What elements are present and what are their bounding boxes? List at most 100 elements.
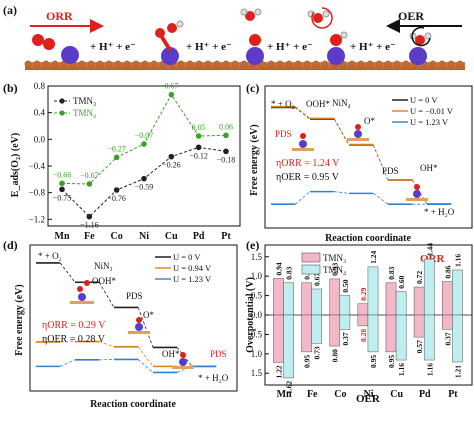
xtick-label: Co bbox=[334, 389, 346, 400]
panel-d-ylabel: Free energy (eV) bbox=[14, 284, 25, 355]
oer-label: OER bbox=[398, 9, 424, 23]
data-label: −0.76 bbox=[107, 194, 126, 203]
panel-b-label: (b) bbox=[3, 81, 18, 95]
ytick-label: 0.8 bbox=[34, 81, 46, 91]
data-point bbox=[59, 181, 65, 187]
slab-atom bbox=[205, 61, 211, 67]
oer-bar bbox=[284, 315, 294, 378]
slab-atom bbox=[394, 61, 400, 67]
ytick-label: −1.2 bbox=[29, 214, 45, 224]
panel-c-species-o: O* bbox=[364, 116, 375, 126]
oer-bar bbox=[368, 315, 378, 352]
panel-b-ylabel: E_ads(O₂) (eV) bbox=[10, 133, 21, 197]
panel-c-species-oh: OH* bbox=[420, 163, 438, 173]
slab-atom bbox=[439, 61, 445, 67]
orr-value-label: 0.86 bbox=[443, 265, 452, 278]
panel-d-pds-orr: PDS bbox=[126, 291, 143, 301]
orr-bar bbox=[284, 283, 294, 315]
panel-d-species-o2: * + O₂ bbox=[38, 251, 62, 261]
panel-c-species-ooh: OOH* bbox=[306, 99, 330, 109]
oer-value-label: 0.95 bbox=[369, 355, 378, 368]
panel-d-species-o: O* bbox=[143, 310, 154, 320]
panel-d-legend-1: U = 0.94 V bbox=[173, 263, 212, 273]
oh-intermediate bbox=[308, 8, 347, 65]
panel-c-legend-1: U = −0.01 V bbox=[410, 106, 454, 116]
o-intermediate bbox=[241, 9, 264, 65]
slab-atom bbox=[43, 61, 49, 67]
orr-value-label: 0.67 bbox=[313, 273, 322, 286]
panel-c-title: NiN₄ bbox=[332, 98, 351, 108]
panel-c-xlabel: Reaction coordinate bbox=[325, 233, 411, 244]
panel-a: (a) ORR OER + H⁺ + e⁻ + H⁺ + e⁻ + H⁺ + e… bbox=[3, 3, 465, 70]
panel-d-species-h2o: * + H₂O bbox=[198, 373, 229, 383]
orr-bar bbox=[312, 289, 322, 315]
slab-atom bbox=[196, 61, 202, 67]
slab-atom bbox=[133, 61, 139, 67]
data-label: −0.75 bbox=[53, 193, 72, 202]
panel-c-legend: U = 0 V U = −0.01 V U = 1.23 V bbox=[392, 95, 454, 127]
energy-connector bbox=[373, 193, 388, 204]
orr-value-label: 1.16 bbox=[453, 254, 462, 267]
orr-bar bbox=[442, 282, 452, 315]
slab-atom bbox=[52, 61, 58, 67]
oer-bar bbox=[340, 315, 350, 329]
xtick-label: Cu bbox=[390, 389, 403, 400]
xtick-label: Ni bbox=[139, 231, 149, 242]
data-label: −0.59 bbox=[135, 183, 154, 192]
xtick-label: Co bbox=[111, 231, 123, 242]
energy-connector bbox=[138, 347, 153, 367]
panel-e-legend-tmn4: TMN₄ bbox=[323, 265, 346, 275]
legend-tmn3: TMN₃ bbox=[73, 96, 96, 106]
panel-e: (e) Overpotential (V) ORR OER 1.51.00.50… bbox=[245, 238, 472, 405]
slab-atom bbox=[322, 61, 328, 67]
panel-d-legend-2: U = 1.23 V bbox=[173, 274, 212, 284]
slab-atom bbox=[187, 61, 193, 67]
data-point bbox=[59, 187, 65, 193]
slab-atom bbox=[115, 61, 121, 67]
data-label: −0.27 bbox=[107, 144, 126, 153]
oer-bar bbox=[358, 315, 368, 326]
panel-d-pds-oer: PDS bbox=[210, 349, 227, 359]
orr-value-label: 0.83 bbox=[285, 266, 294, 279]
energy-connector bbox=[99, 282, 114, 307]
slab-atom bbox=[430, 61, 436, 67]
oer-value-label: 0.37 bbox=[443, 332, 452, 345]
panel-c-eta-orr: ηORR = 1.24 V bbox=[276, 158, 340, 169]
data-label: 0.05 bbox=[192, 123, 206, 132]
ytick-label: 0.5 bbox=[251, 329, 263, 339]
data-point bbox=[141, 176, 147, 182]
ytick-label: 0.5 bbox=[251, 291, 263, 301]
panel-d-eta-orr: ηORR = 0.29 V bbox=[42, 320, 106, 331]
energy-connector bbox=[60, 263, 75, 282]
data-point bbox=[169, 154, 175, 160]
xtick-label: Pd bbox=[193, 231, 205, 242]
orr-bar bbox=[368, 267, 378, 315]
orr-value-label: 1.24 bbox=[369, 250, 378, 263]
oer-bar bbox=[386, 315, 396, 352]
slab-atom bbox=[277, 61, 283, 67]
xtick-label: Mn bbox=[277, 389, 292, 400]
oer-bar bbox=[312, 315, 322, 343]
orr-value-label: 0.72 bbox=[415, 271, 424, 284]
energy-connector bbox=[60, 360, 75, 367]
xtick-label: Pt bbox=[448, 389, 458, 400]
slab-atom bbox=[457, 61, 463, 67]
panel-b-axes bbox=[48, 86, 240, 226]
slab-atom bbox=[106, 61, 112, 67]
panel-b: (b) E_ads(O₂) (eV) 0.80.40.0−0.4−0.8−1.2… bbox=[3, 81, 240, 242]
data-point bbox=[141, 141, 147, 147]
xtick-label: Fe bbox=[84, 231, 95, 242]
panel-c: (c) Free energy (eV) Reaction coordinate… bbox=[246, 81, 472, 244]
orr-bar bbox=[452, 270, 462, 315]
xtick-label: Cu bbox=[165, 231, 178, 242]
slab-atom bbox=[385, 61, 391, 67]
panel-c-species-o2: * + O₂ bbox=[271, 99, 295, 109]
orr-value-label: 0.29 bbox=[359, 287, 368, 300]
slab-atom bbox=[403, 61, 409, 67]
ytick-label: 0.0 bbox=[251, 310, 263, 320]
data-label: −1.16 bbox=[80, 221, 99, 230]
data-point bbox=[114, 155, 120, 161]
energy-connector bbox=[334, 118, 349, 144]
panel-c-label: (c) bbox=[246, 81, 259, 95]
